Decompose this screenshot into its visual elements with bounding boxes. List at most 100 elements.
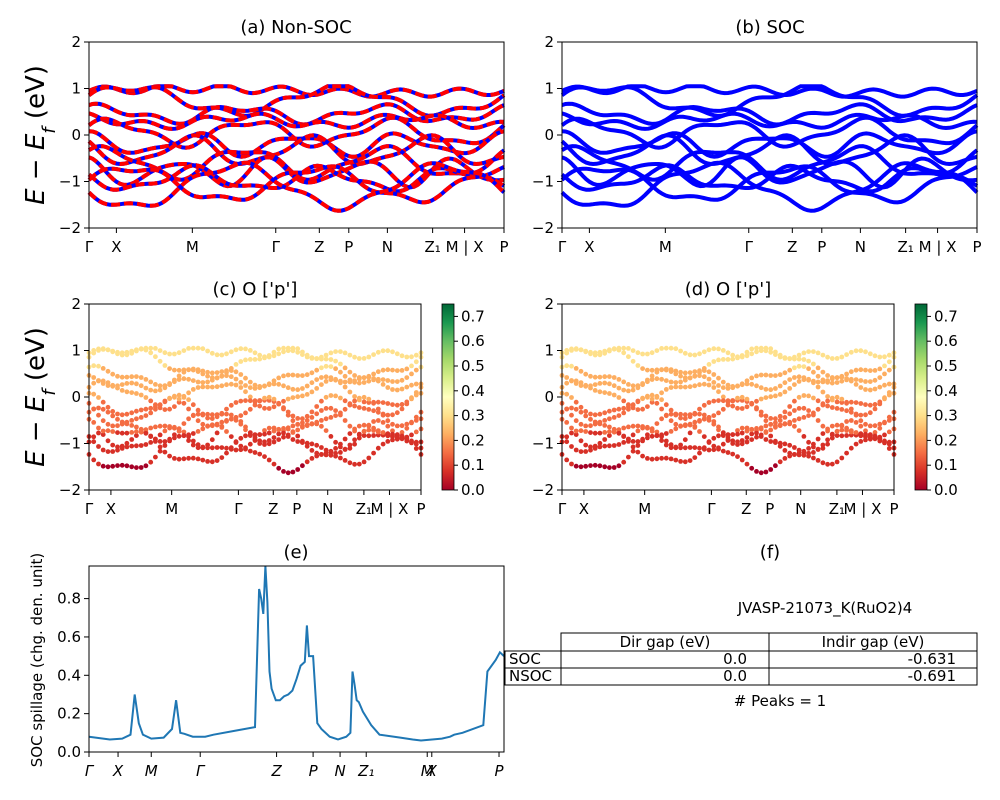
band-point <box>399 402 405 407</box>
band-point <box>578 368 584 374</box>
band-point <box>739 430 745 436</box>
band-point <box>385 418 391 424</box>
y-tick-label: −1 <box>59 435 81 453</box>
band-point <box>754 345 759 351</box>
band-point <box>853 430 859 435</box>
table-cell-value: 0.0 <box>723 650 747 668</box>
band-point <box>214 375 220 381</box>
panel-f: (f) JVASP-21073_K(RuO2)4 Dir gap (eV) In… <box>504 542 978 710</box>
x-tick-label: M <box>145 762 158 780</box>
band-point <box>602 410 608 416</box>
band-point <box>834 433 840 438</box>
x-tick-label: Z <box>741 500 751 518</box>
band-point <box>668 407 674 413</box>
band-point <box>186 455 192 461</box>
band-point <box>138 346 144 352</box>
band-point <box>399 368 405 373</box>
band-point <box>564 363 570 369</box>
band-point <box>119 374 125 380</box>
band-point <box>673 457 679 463</box>
band-point <box>209 445 215 451</box>
band-point <box>825 373 830 378</box>
band-point <box>787 386 793 391</box>
band-point <box>678 445 683 451</box>
band-point <box>323 428 329 433</box>
panel-a-frame <box>88 41 505 229</box>
band-point <box>806 446 811 451</box>
band-point <box>304 352 310 358</box>
band-point <box>233 400 239 405</box>
band-point <box>115 349 120 355</box>
band-point <box>176 350 182 356</box>
band-point <box>839 374 845 380</box>
band-point <box>872 402 878 407</box>
band-point <box>725 398 731 404</box>
band-point <box>404 425 410 431</box>
band-point <box>877 436 883 441</box>
band-point <box>157 444 163 450</box>
band-point <box>162 439 168 444</box>
band-point <box>247 432 253 438</box>
x-tick-label: X <box>111 238 121 256</box>
band-point <box>143 406 149 412</box>
band-point <box>829 356 835 361</box>
x-tick-label: P <box>765 500 774 518</box>
colorbar-tick-label: 0.1 <box>461 456 485 474</box>
band-point <box>295 387 301 393</box>
band-point <box>394 410 400 416</box>
band-point <box>758 372 764 378</box>
panel-e-yticks: 0.0 0.2 0.4 0.6 0.8 <box>57 590 89 761</box>
band-point <box>409 354 414 360</box>
band-point <box>105 449 111 454</box>
band-point <box>663 431 669 436</box>
band-point <box>867 432 873 438</box>
band-point <box>361 399 367 405</box>
band-point <box>796 356 802 362</box>
band-point <box>811 455 816 461</box>
band-line <box>560 163 979 194</box>
band-point <box>200 380 206 385</box>
band-point <box>630 448 636 454</box>
band-point <box>886 446 892 451</box>
band-point <box>863 431 868 437</box>
band-point <box>820 402 826 408</box>
band-point <box>597 381 603 386</box>
band-point <box>649 396 655 402</box>
band-point <box>796 352 802 358</box>
band-point <box>356 380 362 386</box>
band-point <box>157 387 163 393</box>
band-point <box>787 442 793 448</box>
band-point <box>247 398 253 404</box>
band-point <box>375 445 381 451</box>
band-point <box>304 372 310 378</box>
band-point <box>621 350 627 356</box>
band-point <box>597 389 603 395</box>
band-point <box>872 353 878 359</box>
band-point <box>782 409 788 415</box>
band-point <box>314 442 320 448</box>
x-tick-label: X <box>106 500 116 518</box>
band-point <box>257 356 263 362</box>
band-point <box>573 378 579 384</box>
band-point <box>720 398 726 404</box>
peaks-count: # Peaks = 1 <box>734 692 826 710</box>
band-point <box>390 367 395 373</box>
band-point <box>763 418 769 424</box>
band-point <box>347 379 353 385</box>
band-point <box>276 400 282 406</box>
y-tick-label: 0.0 <box>57 743 81 761</box>
band-point <box>607 465 612 470</box>
band-point <box>611 465 617 470</box>
band-point <box>243 389 248 395</box>
band-point <box>338 412 343 418</box>
band-point <box>886 352 892 358</box>
band-point <box>105 404 111 410</box>
band-point <box>858 401 864 406</box>
band-point <box>361 394 367 400</box>
band-point <box>635 439 641 444</box>
band-point <box>285 372 291 378</box>
band-point <box>105 409 111 415</box>
band-point <box>844 419 849 424</box>
band-point <box>711 380 717 385</box>
band-point <box>716 389 721 395</box>
